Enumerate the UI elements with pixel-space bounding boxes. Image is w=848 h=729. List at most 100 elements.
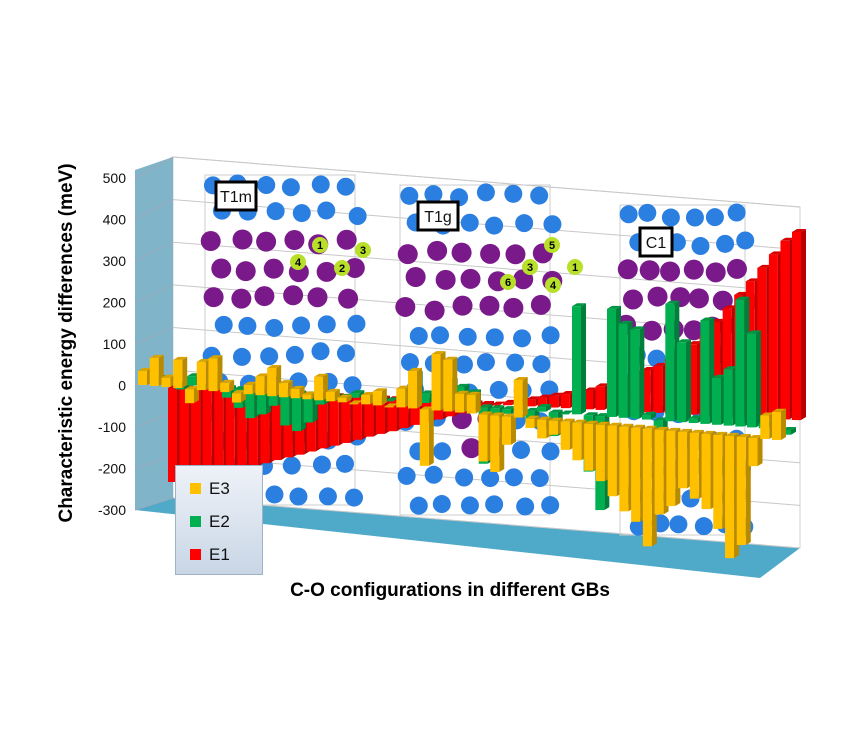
bar-top [350, 390, 365, 394]
bar-top [478, 404, 493, 408]
atom [312, 455, 331, 474]
bar-top [549, 392, 564, 396]
bar-top [302, 391, 317, 395]
bar-top [734, 291, 749, 295]
y-tick-label: -300 [98, 502, 126, 518]
bar-top [560, 418, 575, 422]
bar-top [220, 379, 235, 383]
bar-top [677, 339, 691, 343]
bar-top [735, 296, 750, 300]
atom [311, 175, 330, 194]
legend-label: E2 [209, 511, 230, 531]
atom [694, 517, 713, 536]
y-tick-label: 0 [118, 378, 126, 394]
bar-front [478, 414, 488, 462]
bar-front [329, 396, 339, 446]
bar-E2 [747, 330, 761, 428]
bar-top [548, 417, 563, 421]
bar-top [607, 422, 622, 426]
bar-front [501, 416, 511, 445]
bar-front [654, 429, 664, 515]
legend-item-e2: E2 [190, 505, 262, 538]
bar-E2 [560, 410, 575, 415]
bar-front [202, 389, 212, 477]
bar-front [642, 414, 651, 420]
bar-top [653, 362, 668, 366]
y-tick-label: 200 [103, 295, 127, 311]
bar-top [525, 415, 540, 419]
metal-atom [284, 230, 305, 251]
bar-top [208, 355, 223, 359]
site-number: 3 [527, 262, 533, 274]
bar-front [666, 430, 676, 507]
metal-atom [256, 231, 277, 252]
bar-top [138, 367, 152, 371]
bar-front [280, 392, 290, 426]
bar-E3 [337, 394, 352, 403]
bar-top [678, 428, 693, 432]
atom [619, 205, 638, 224]
bar-top [700, 317, 715, 321]
bar-side [781, 408, 786, 440]
bar-top [688, 341, 702, 345]
metal-atom [683, 259, 704, 280]
atom [716, 234, 735, 253]
bar-top [443, 356, 458, 360]
bar-front [757, 267, 767, 419]
atom [541, 326, 560, 345]
bar-front [419, 409, 429, 466]
bar-side [801, 229, 806, 420]
bar-top [560, 391, 575, 395]
metal-atom [705, 262, 726, 283]
bar-front [619, 426, 629, 512]
bar-front [491, 404, 501, 406]
bar-front [352, 397, 362, 440]
bar-front [364, 398, 374, 437]
bar-top [722, 305, 737, 309]
bar-front [187, 376, 196, 386]
bar-top [278, 380, 293, 384]
atom [257, 176, 276, 195]
bar-front [548, 420, 558, 435]
atom [516, 497, 535, 516]
bar-front [677, 342, 686, 423]
bar-front [595, 424, 605, 482]
metal-atom [254, 286, 275, 307]
bar-front [711, 321, 721, 416]
bar-front [222, 388, 231, 398]
legend-swatch-e3 [190, 483, 201, 494]
site-number: 5 [549, 240, 555, 252]
bar-top [630, 326, 645, 330]
oxygen-site [334, 260, 350, 276]
atom [515, 214, 534, 233]
gridline-side [134, 454, 174, 469]
bar-top [595, 383, 610, 387]
site-number: 1 [317, 240, 323, 252]
floor [135, 498, 800, 578]
bar-front [268, 391, 278, 406]
bar-front [433, 401, 443, 420]
atom [265, 485, 284, 504]
oxygen-site [355, 242, 371, 258]
metal-atom [683, 320, 704, 341]
bar-top [349, 400, 364, 404]
oxygen-site [544, 237, 560, 253]
bar-top [419, 406, 434, 410]
bar-top [385, 397, 400, 401]
bar-side [359, 390, 365, 398]
atom [485, 495, 504, 514]
bar-E1 [491, 401, 506, 406]
atom [214, 315, 233, 334]
bar-E2 [642, 411, 656, 420]
bar-top [723, 366, 738, 370]
bar-top [491, 401, 506, 405]
bar-front [772, 411, 781, 440]
bar-side [182, 356, 188, 389]
bar-front [502, 409, 511, 414]
bar-top [607, 305, 621, 309]
bar-front [631, 427, 641, 522]
metal-atom [283, 285, 304, 306]
bar-front [513, 379, 523, 418]
bar-front [420, 393, 430, 404]
bar-front [399, 399, 409, 429]
